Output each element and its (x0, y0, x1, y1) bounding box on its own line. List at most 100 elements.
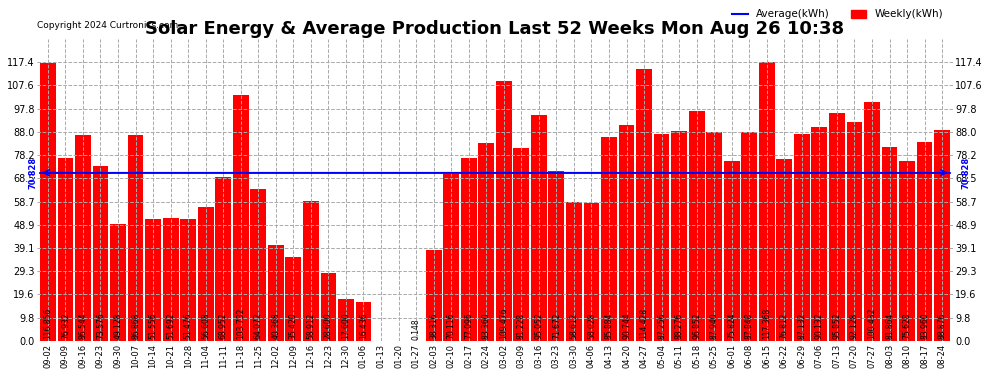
Bar (110, 224, 126, 341)
Bar (514, 148, 530, 341)
Bar (303, 201, 319, 341)
Text: 116.856: 116.856 (44, 308, 52, 339)
Text: 77.096: 77.096 (464, 312, 473, 339)
Text: 92.128: 92.128 (850, 312, 859, 339)
Text: 56.608: 56.608 (201, 312, 210, 339)
Text: 0.148: 0.148 (412, 318, 421, 340)
Bar (689, 111, 705, 341)
Bar (215, 177, 231, 341)
Bar (57, 158, 73, 341)
Bar (478, 143, 494, 341)
Text: 51.556: 51.556 (148, 312, 157, 339)
Text: 58.028: 58.028 (587, 312, 596, 339)
Text: 49.128: 49.128 (114, 312, 123, 339)
Text: 68.952: 68.952 (219, 312, 228, 339)
Text: 117.368: 117.368 (762, 308, 771, 339)
Text: 81.864: 81.864 (885, 312, 894, 339)
Text: 16.436: 16.436 (359, 312, 368, 339)
Bar (653, 134, 669, 341)
Text: 38.316: 38.316 (429, 312, 439, 339)
Bar (829, 113, 844, 341)
Text: 96.852: 96.852 (692, 312, 701, 339)
Text: 70.828: 70.828 (29, 157, 38, 189)
Text: 71.672: 71.672 (551, 312, 561, 339)
Text: 75.628: 75.628 (903, 312, 912, 339)
Text: Copyright 2024 Curtronics.com: Copyright 2024 Curtronics.com (38, 21, 178, 30)
Bar (917, 141, 933, 341)
Bar (548, 171, 564, 341)
Text: 83.360: 83.360 (482, 312, 491, 339)
Text: 51.692: 51.692 (166, 312, 175, 339)
Text: 88.276: 88.276 (674, 312, 684, 339)
Bar (268, 245, 284, 341)
Text: 95.052: 95.052 (535, 312, 544, 339)
Text: 87.848: 87.848 (744, 312, 753, 339)
Text: 70.116: 70.116 (446, 312, 455, 339)
Text: 51.476: 51.476 (183, 312, 193, 339)
Bar (935, 130, 950, 341)
Bar (198, 207, 214, 341)
Text: 17.600: 17.600 (342, 312, 350, 339)
Text: 86.544: 86.544 (78, 312, 87, 339)
Text: 87.256: 87.256 (657, 312, 666, 339)
Bar (180, 219, 196, 341)
Bar (882, 147, 897, 341)
Text: 90.132: 90.132 (815, 312, 824, 339)
Bar (601, 137, 617, 341)
Text: 109.476: 109.476 (499, 307, 508, 339)
Bar (794, 134, 810, 341)
Bar (460, 158, 476, 341)
Bar (776, 159, 792, 341)
Bar (40, 63, 55, 341)
Bar (426, 250, 442, 341)
Bar (619, 125, 635, 341)
Bar (146, 219, 161, 341)
Bar (742, 132, 757, 341)
Bar (566, 202, 582, 341)
Text: 70.828: 70.828 (962, 157, 971, 189)
Bar (338, 299, 353, 341)
Text: 86.868: 86.868 (131, 312, 140, 339)
Title: Solar Energy & Average Production Last 52 Weeks Mon Aug 26 10:38: Solar Energy & Average Production Last 5… (146, 20, 844, 38)
Text: 114.428: 114.428 (640, 308, 648, 339)
Text: 88.876: 88.876 (938, 312, 946, 339)
Text: 35.420: 35.420 (289, 312, 298, 339)
Text: 90.744: 90.744 (622, 312, 631, 339)
Bar (637, 69, 652, 341)
Bar (759, 62, 775, 341)
Text: 64.072: 64.072 (253, 312, 262, 339)
Bar (355, 302, 371, 341)
Bar (75, 135, 91, 341)
Bar (444, 174, 459, 341)
Bar (583, 203, 599, 341)
Bar (531, 115, 546, 341)
Text: 58.612: 58.612 (569, 312, 578, 339)
Text: 76.932: 76.932 (61, 312, 70, 339)
Text: 85.884: 85.884 (605, 312, 614, 339)
Bar (321, 273, 337, 341)
Text: 28.600: 28.600 (324, 312, 333, 339)
Text: 87.940: 87.940 (710, 312, 719, 339)
Bar (899, 161, 915, 341)
Text: 40.368: 40.368 (271, 312, 280, 339)
Text: 73.576: 73.576 (96, 312, 105, 339)
Bar (724, 161, 740, 341)
Bar (496, 81, 512, 341)
Bar (706, 132, 722, 341)
Bar (93, 166, 108, 341)
Text: 100.432: 100.432 (867, 307, 876, 339)
Bar (128, 135, 144, 341)
Bar (864, 102, 880, 341)
Bar (162, 218, 178, 341)
Text: 58.912: 58.912 (306, 312, 316, 339)
Bar (285, 257, 301, 341)
Bar (846, 122, 862, 341)
Bar (671, 131, 687, 341)
Text: 75.824: 75.824 (728, 312, 737, 339)
Text: 81.228: 81.228 (517, 312, 526, 339)
Text: 76.812: 76.812 (780, 312, 789, 339)
Bar (812, 127, 828, 341)
Legend: Average(kWh), Weekly(kWh): Average(kWh), Weekly(kWh) (728, 5, 947, 24)
Text: 83.960: 83.960 (920, 312, 929, 339)
Bar (233, 94, 248, 341)
